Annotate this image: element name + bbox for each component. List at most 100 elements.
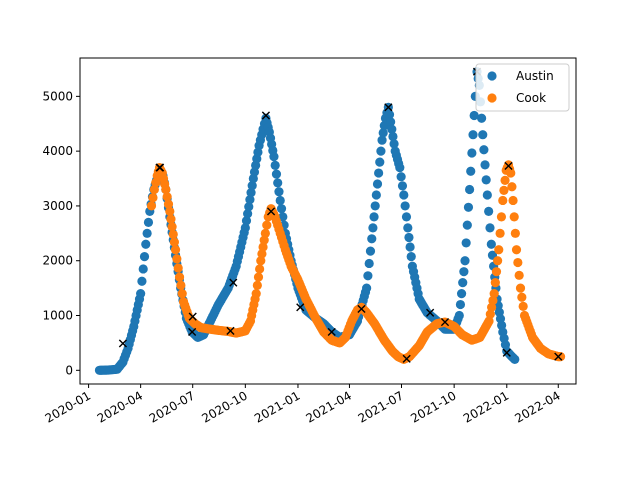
point-cook xyxy=(495,228,505,238)
point-cook xyxy=(169,237,179,247)
point-austin xyxy=(406,252,416,262)
point-cook xyxy=(506,168,516,178)
point-austin xyxy=(376,146,386,156)
point-austin xyxy=(404,232,414,243)
legend-label-cook: Cook xyxy=(516,91,546,105)
point-austin xyxy=(275,195,285,206)
legend: Austin Cook xyxy=(475,63,570,112)
x-marker-cook xyxy=(266,207,276,216)
point-austin xyxy=(399,190,409,200)
point-austin xyxy=(482,190,492,200)
x-marker-cook xyxy=(188,312,197,321)
point-austin xyxy=(395,162,405,173)
x-marker-cook xyxy=(155,163,164,172)
point-cook xyxy=(508,195,518,206)
point-austin xyxy=(374,168,384,178)
point-cook xyxy=(499,185,509,196)
x-tick-label: 2021-10 xyxy=(408,388,458,425)
x-marker-cook xyxy=(554,352,563,361)
point-cook xyxy=(511,245,522,255)
point-austin xyxy=(371,190,381,200)
point-austin xyxy=(460,256,470,266)
axes-frame xyxy=(79,57,577,385)
point-cook xyxy=(257,249,267,259)
x-marker-cook xyxy=(504,161,513,171)
point-austin xyxy=(389,139,399,149)
plot-points xyxy=(94,67,566,375)
point-austin xyxy=(466,166,476,176)
point-cook xyxy=(151,178,161,188)
x-tick-label: 2020-10 xyxy=(199,388,249,425)
x-tick-label: 2020-07 xyxy=(147,388,197,425)
point-cook xyxy=(514,270,524,280)
legend-label-austin: Austin xyxy=(516,69,554,83)
point-austin xyxy=(479,145,489,155)
point-cook xyxy=(253,272,264,282)
point-austin xyxy=(467,148,477,158)
point-cook xyxy=(487,302,497,312)
point-cook xyxy=(176,280,186,290)
point-cook xyxy=(507,182,517,192)
point-austin xyxy=(273,178,283,188)
x-marker-austin xyxy=(118,339,128,348)
x-tick-label: 2021-07 xyxy=(356,388,406,425)
point-cook xyxy=(149,184,159,195)
point-austin xyxy=(462,220,472,230)
point-cook xyxy=(173,263,183,273)
point-austin xyxy=(378,128,388,138)
y-tick-label: 3000 xyxy=(42,199,73,213)
point-austin xyxy=(396,172,406,182)
point-austin xyxy=(375,157,385,167)
point-cook xyxy=(146,201,157,211)
point-cook xyxy=(488,295,498,306)
point-cook xyxy=(555,352,566,362)
point-austin xyxy=(400,201,410,211)
point-austin xyxy=(401,212,412,222)
y-axis: 0 1000 2000 3000 4000 5000 xyxy=(42,89,80,377)
point-austin xyxy=(480,160,490,170)
point-cook xyxy=(177,288,187,299)
point-cook xyxy=(174,272,185,282)
point-cook xyxy=(260,228,270,238)
point-austin xyxy=(454,310,464,321)
point-austin xyxy=(243,209,253,219)
point-cook xyxy=(509,212,519,222)
point-austin xyxy=(138,264,148,274)
point-austin xyxy=(363,271,373,281)
x-marker-cook xyxy=(440,317,450,327)
legend-box xyxy=(475,63,570,112)
point-austin xyxy=(510,354,520,364)
point-cook xyxy=(166,214,176,224)
x-tick-label: 2020-01 xyxy=(43,388,93,425)
legend-marker-cook xyxy=(487,93,497,103)
point-cook xyxy=(490,278,500,288)
point-austin xyxy=(136,288,146,299)
point-austin xyxy=(485,223,495,233)
x-marker-cook xyxy=(402,354,411,363)
point-austin xyxy=(362,283,372,293)
point-cook xyxy=(251,288,261,299)
x-marker-cook xyxy=(226,326,235,335)
point-austin xyxy=(481,175,491,185)
x-marker-austin xyxy=(502,348,511,357)
point-austin xyxy=(276,204,287,214)
point-austin xyxy=(244,202,254,212)
x-tick-label: 2021-01 xyxy=(252,388,302,425)
point-cook xyxy=(491,267,502,277)
point-austin xyxy=(369,212,379,222)
point-austin xyxy=(461,238,471,248)
point-cook xyxy=(498,195,508,206)
x-marker-austin xyxy=(327,327,336,337)
point-austin xyxy=(397,181,408,191)
x-marker-austin xyxy=(384,103,393,112)
point-cook xyxy=(496,212,507,222)
point-austin xyxy=(468,130,478,140)
point-cook xyxy=(167,222,177,232)
point-cook xyxy=(252,280,262,290)
point-austin xyxy=(387,124,397,134)
point-cook xyxy=(517,292,527,302)
point-austin xyxy=(365,246,376,256)
point-austin xyxy=(271,169,282,179)
point-austin xyxy=(142,228,152,238)
x-axis: 2020-01 2020-04 2020-07 2020-10 2021-01 2021-… xyxy=(43,384,563,426)
